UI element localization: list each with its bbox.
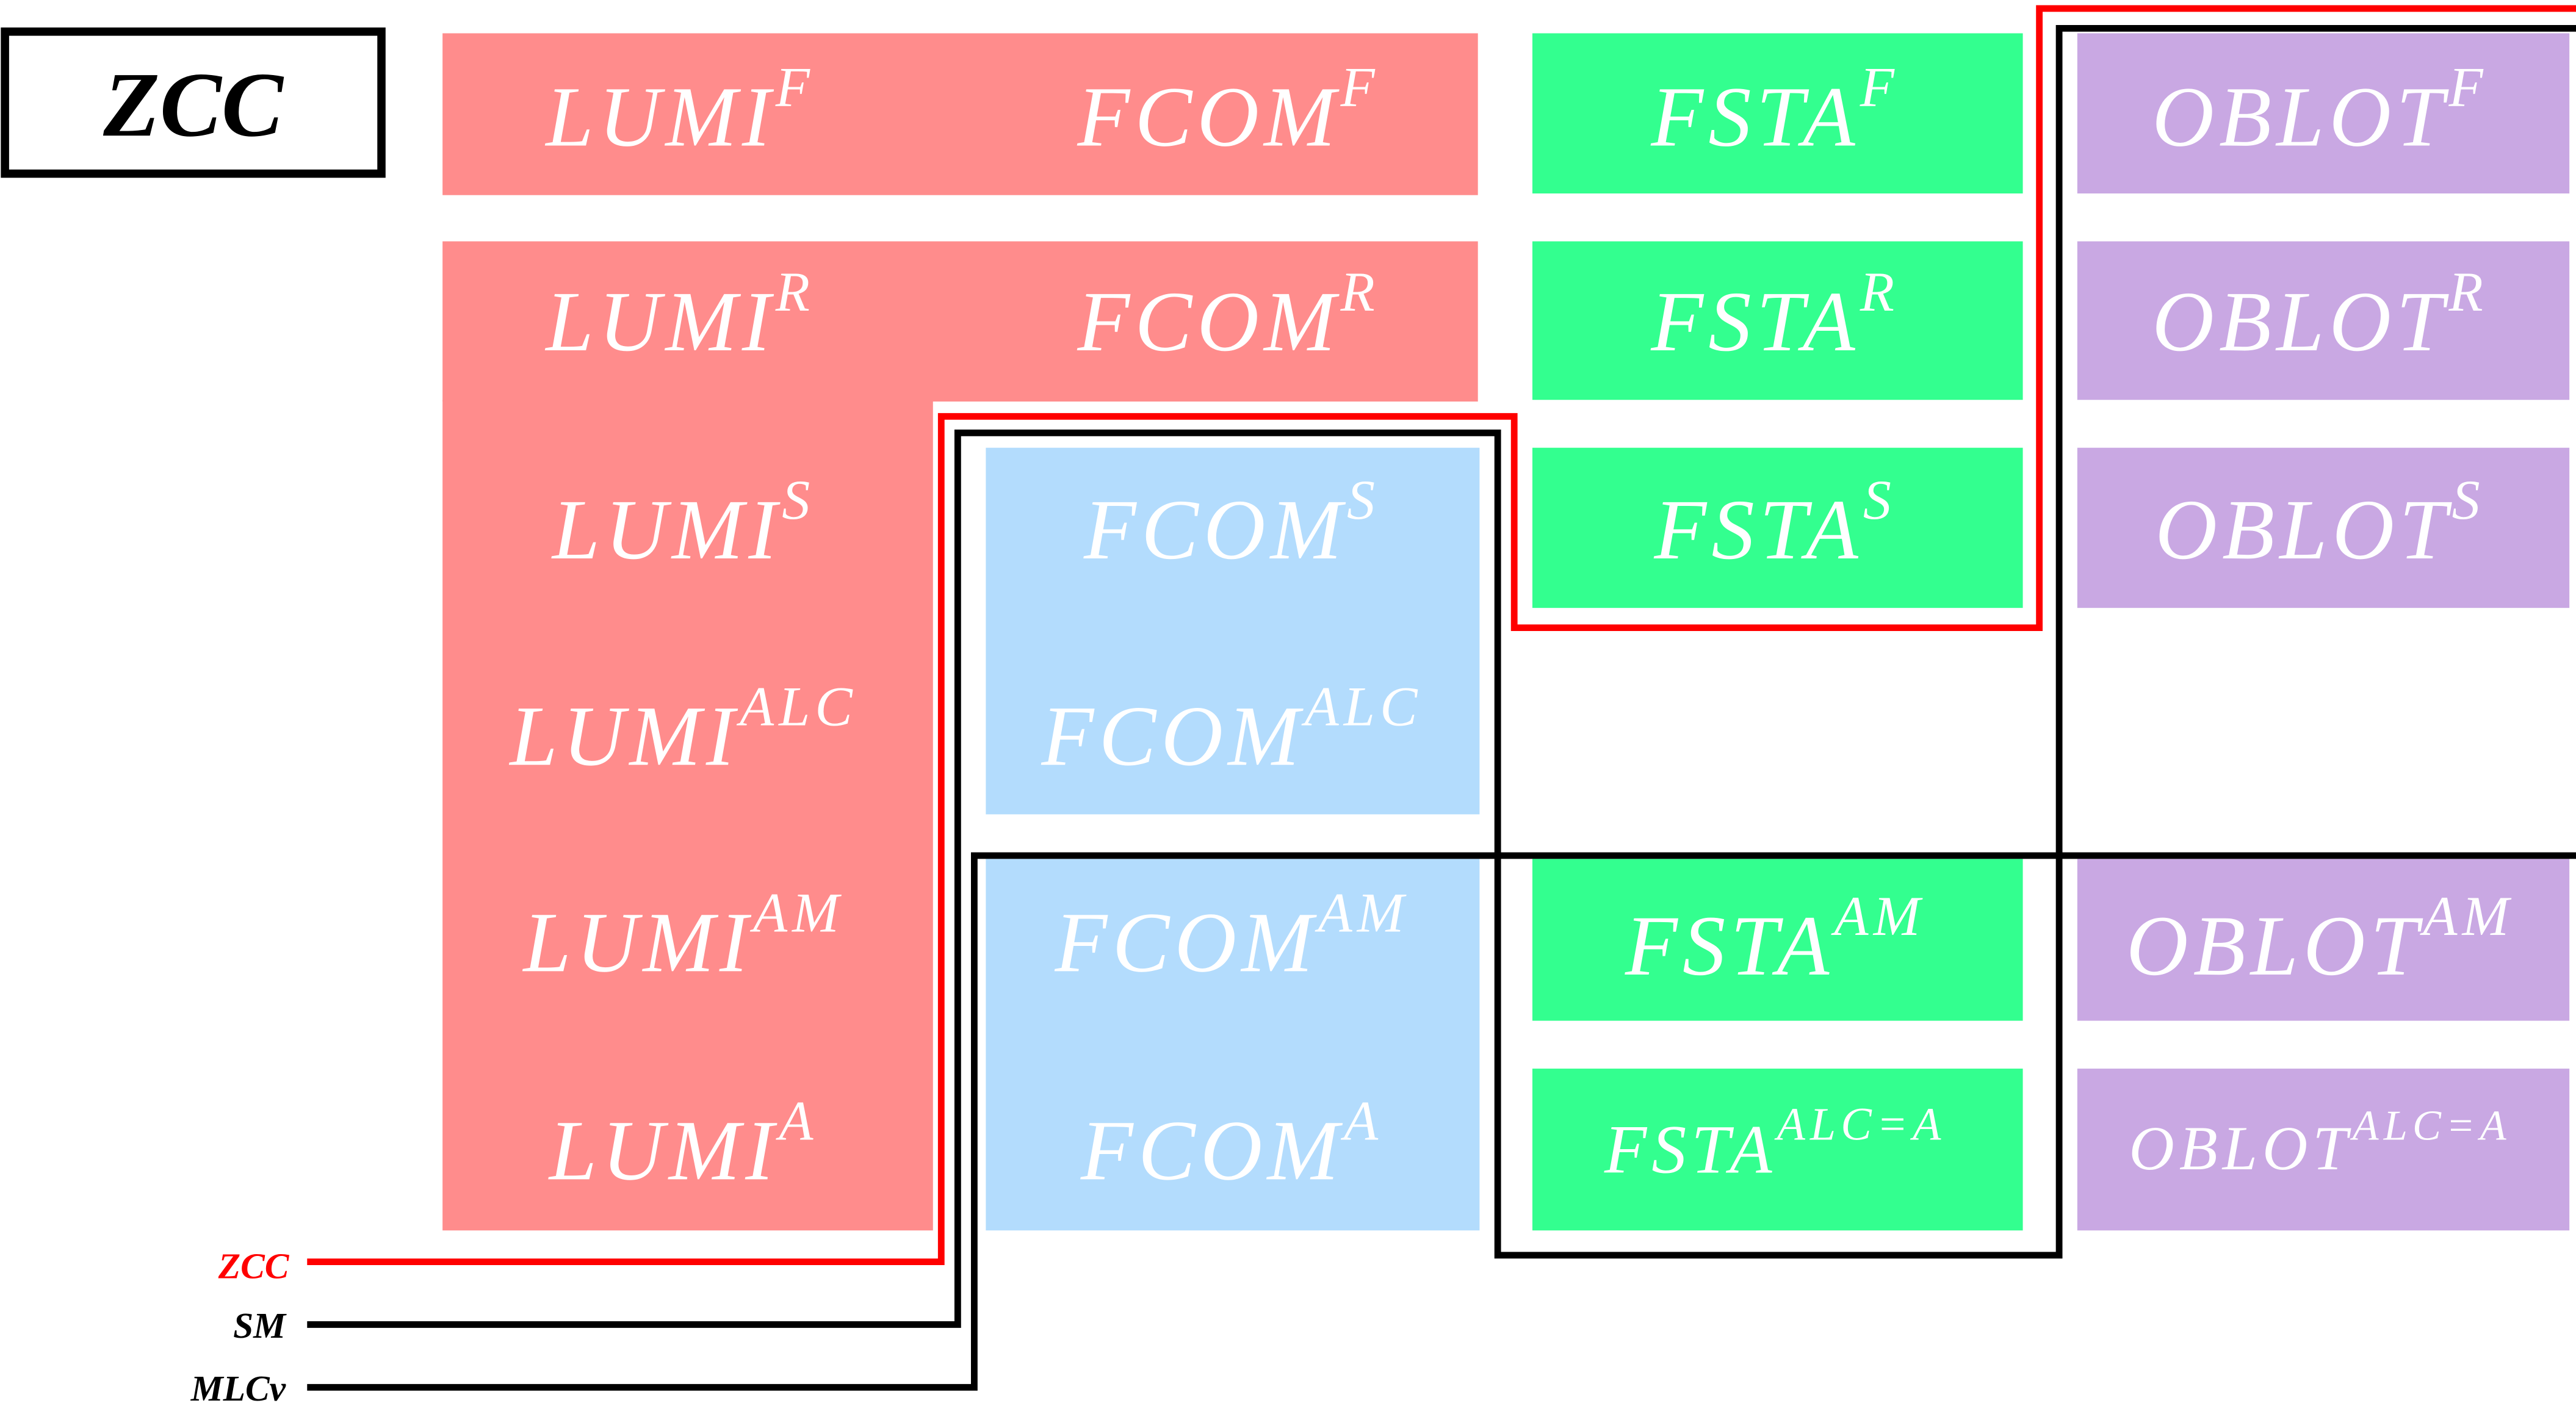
lumi-column-box <box>442 400 933 1231</box>
lumi-fcom-f-box <box>442 33 1478 195</box>
fcom-am-a-box <box>986 859 1480 1231</box>
oblot-s-label: OBLOTS <box>2155 469 2484 577</box>
boundary-lines <box>307 5 2576 1391</box>
fsta-s-label: FSTAS <box>1653 469 1896 577</box>
lumi-fcom-r-box <box>442 241 1478 402</box>
lumi-r-label: LUMIR <box>544 261 815 369</box>
fsta-r-label: FSTAR <box>1650 261 1899 369</box>
oblot-f-label: OBLOTF <box>2152 56 2488 165</box>
fcom-alc-label: FCOMALC <box>1041 675 1422 784</box>
oblot-s-box <box>2077 447 2570 608</box>
lumi-am-label: LUMIAM <box>522 881 843 990</box>
oblot-r-label: OBLOTR <box>2152 261 2488 369</box>
oblot-alc-a-label: OBLOTALC=A <box>2129 1102 2511 1183</box>
lumi-f-label: LUMIF <box>544 56 815 165</box>
background-boxes <box>442 33 2570 1231</box>
fcom-f-label: FCOMF <box>1077 56 1379 165</box>
oblot-alc-a-box <box>2077 1069 2570 1231</box>
fsta-f-label: FSTAF <box>1650 56 1899 165</box>
legend-mlcv-label: MLCv <box>190 1368 286 1409</box>
fsta-am-label: FSTAAM <box>1625 885 1925 994</box>
oblot-f-box <box>2077 33 2570 194</box>
fsta-r-box <box>1532 241 2023 400</box>
fcom-s-label: FCOMS <box>1083 469 1380 577</box>
fsta-alc-a-label: FSTAALC=A <box>1604 1098 1946 1188</box>
title-text: ZCC <box>103 53 284 156</box>
fcom-s-alc-box <box>986 447 1480 815</box>
fcom-r-label: FCOMR <box>1077 261 1379 369</box>
fcom-a-label: FCOMA <box>1080 1089 1383 1198</box>
title-box: ZCC <box>1 27 386 178</box>
zcc-boundary-line <box>307 5 2576 1266</box>
legend-zcc-label: ZCC <box>218 1246 290 1286</box>
mlcv-boundary-line <box>307 852 2576 1391</box>
fsta-alc-a-box <box>1532 1069 2023 1231</box>
lumi-s-label: LUMIS <box>551 469 815 577</box>
oblot-r-box <box>2077 241 2570 400</box>
legend-sm-label: SM <box>233 1305 287 1346</box>
fcom-am-label: FCOMAM <box>1054 881 1409 990</box>
lumi-alc-label: LUMIALC <box>508 675 857 784</box>
title-frame <box>1 27 386 178</box>
line-legend: ZCC SM MLCv <box>190 1246 290 1409</box>
cell-labels: LUMIF LUMIR LUMIS LUMIALC LUMIAM LUMIA F… <box>508 56 2514 1199</box>
lumi-a-label: LUMIA <box>548 1089 818 1198</box>
sm-boundary-line <box>307 25 2576 1328</box>
fsta-f-box <box>1532 33 2023 194</box>
fsta-s-box <box>1532 447 2023 608</box>
oblot-am-box <box>2077 859 2570 1021</box>
oblot-am-label: OBLOTAM <box>2126 885 2514 994</box>
fsta-am-box <box>1532 859 2023 1021</box>
